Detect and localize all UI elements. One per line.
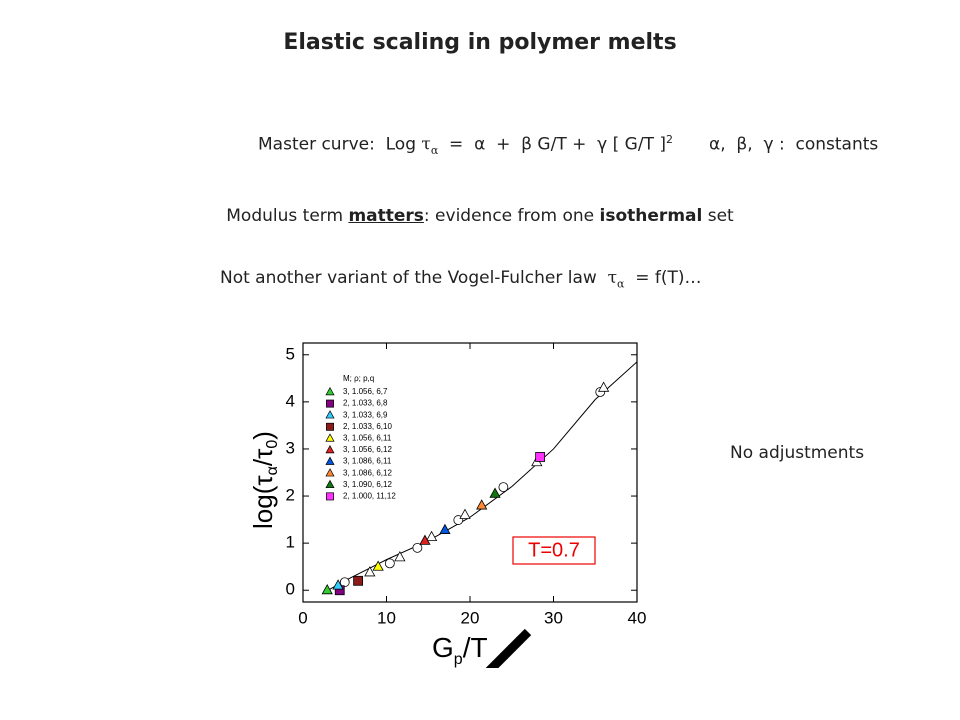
text: ) — [248, 431, 278, 440]
superscript: 2 — [666, 133, 673, 146]
data-point — [321, 583, 333, 595]
data-point — [339, 577, 350, 588]
x-tick-label: 0 — [298, 608, 307, 627]
legend-label: 3, 1.056, 6,7 — [343, 387, 388, 396]
legend-marker — [325, 433, 335, 442]
legend-marker — [326, 492, 334, 501]
legend-marker — [325, 444, 335, 454]
x-axis-label: Gp/T — [432, 632, 488, 668]
data-point — [364, 566, 376, 577]
vf-line: Not another variant of the Vogel-Fulcher… — [220, 268, 702, 290]
legend-marker — [325, 386, 335, 396]
text: G — [432, 632, 454, 663]
data-point — [459, 508, 471, 519]
text: = f(T)… — [624, 268, 702, 288]
data-point — [394, 551, 406, 562]
data-point — [384, 558, 395, 569]
text: = α + β G/T + γ [ G/T ] — [438, 134, 666, 155]
y-tick-label: 4 — [286, 391, 295, 410]
data-point — [332, 579, 344, 590]
legend-label: 2, 1.000, 11,12 — [343, 492, 396, 501]
y-tick-label: 1 — [286, 533, 295, 552]
data-point — [597, 381, 610, 392]
legend-marker — [325, 468, 335, 477]
legend-marker — [326, 422, 334, 431]
symbol: τ — [421, 134, 431, 155]
data-point — [412, 542, 423, 553]
legend-label: 3, 1.056, 6,11 — [343, 434, 392, 443]
data-point — [489, 487, 501, 498]
x-tick-label: 20 — [461, 608, 480, 627]
subscript: α — [430, 144, 439, 158]
text: α, β, γ : constants — [709, 134, 879, 155]
note: No adjustments — [730, 443, 865, 463]
data-point — [425, 530, 438, 542]
x-tick-label: 40 — [628, 608, 647, 627]
legend-label: 3, 1.086, 6,12 — [343, 468, 392, 477]
data-point — [535, 452, 546, 462]
modulus-line: Modulus term matters: evidence from one … — [0, 206, 960, 226]
text: : evidence from one — [423, 206, 600, 226]
text: set — [702, 206, 734, 226]
y-tick-label: 5 — [286, 344, 295, 363]
legend-title: M; ρ; p,q — [343, 374, 374, 383]
data-point — [439, 523, 451, 534]
subscript: 0 — [264, 440, 281, 449]
legend-marker — [326, 399, 334, 408]
fit-curve — [323, 361, 638, 594]
x-tick-label: 30 — [544, 608, 563, 627]
legend-label: 3, 1.086, 6,11 — [343, 457, 392, 466]
legend-marker — [325, 410, 335, 419]
text: /T — [463, 632, 488, 663]
legend-label: 3, 1.033, 6,9 — [343, 410, 388, 419]
emphasis: matters — [348, 206, 424, 226]
text: log(τ — [248, 475, 278, 529]
annotation-box — [512, 536, 596, 565]
legend-marker — [325, 456, 335, 465]
x-tick-label: 10 — [377, 608, 396, 627]
subscript: α — [264, 466, 281, 475]
y-axis-label: log(τα/τ0) — [248, 431, 281, 529]
subscript: α — [617, 277, 625, 291]
text: Master curve: Log — [258, 134, 422, 155]
text: Modulus term — [226, 206, 349, 226]
symbol: τ — [607, 268, 618, 288]
data-point — [498, 482, 509, 492]
legend-label: 3, 1.090, 6,12 — [343, 480, 392, 489]
equation: Master curve: Log τα = α + β G/T + γ [ G… — [258, 133, 878, 157]
text: /τ — [248, 448, 278, 466]
legend-label: 2, 1.033, 6,8 — [343, 399, 388, 408]
slide-title: Elastic scaling in polymer melts — [283, 30, 677, 55]
data-point — [476, 499, 488, 510]
data-point — [372, 560, 384, 571]
legend-marker — [325, 479, 335, 489]
y-tick-label: 3 — [286, 438, 295, 457]
annotation: T=0.7 — [528, 539, 580, 561]
data-point — [419, 534, 431, 545]
legend-label: 3, 1.056, 6,12 — [343, 445, 392, 454]
subscript: p — [454, 651, 463, 668]
y-tick-label: 2 — [286, 486, 295, 505]
text: Not another variant of the Vogel-Fulcher… — [220, 268, 608, 288]
crop — [0, 668, 960, 720]
emphasis: isothermal — [599, 206, 703, 226]
legend-label: 2, 1.033, 6,10 — [343, 422, 392, 431]
y-tick-label: 0 — [286, 580, 295, 599]
data-point — [353, 575, 364, 586]
